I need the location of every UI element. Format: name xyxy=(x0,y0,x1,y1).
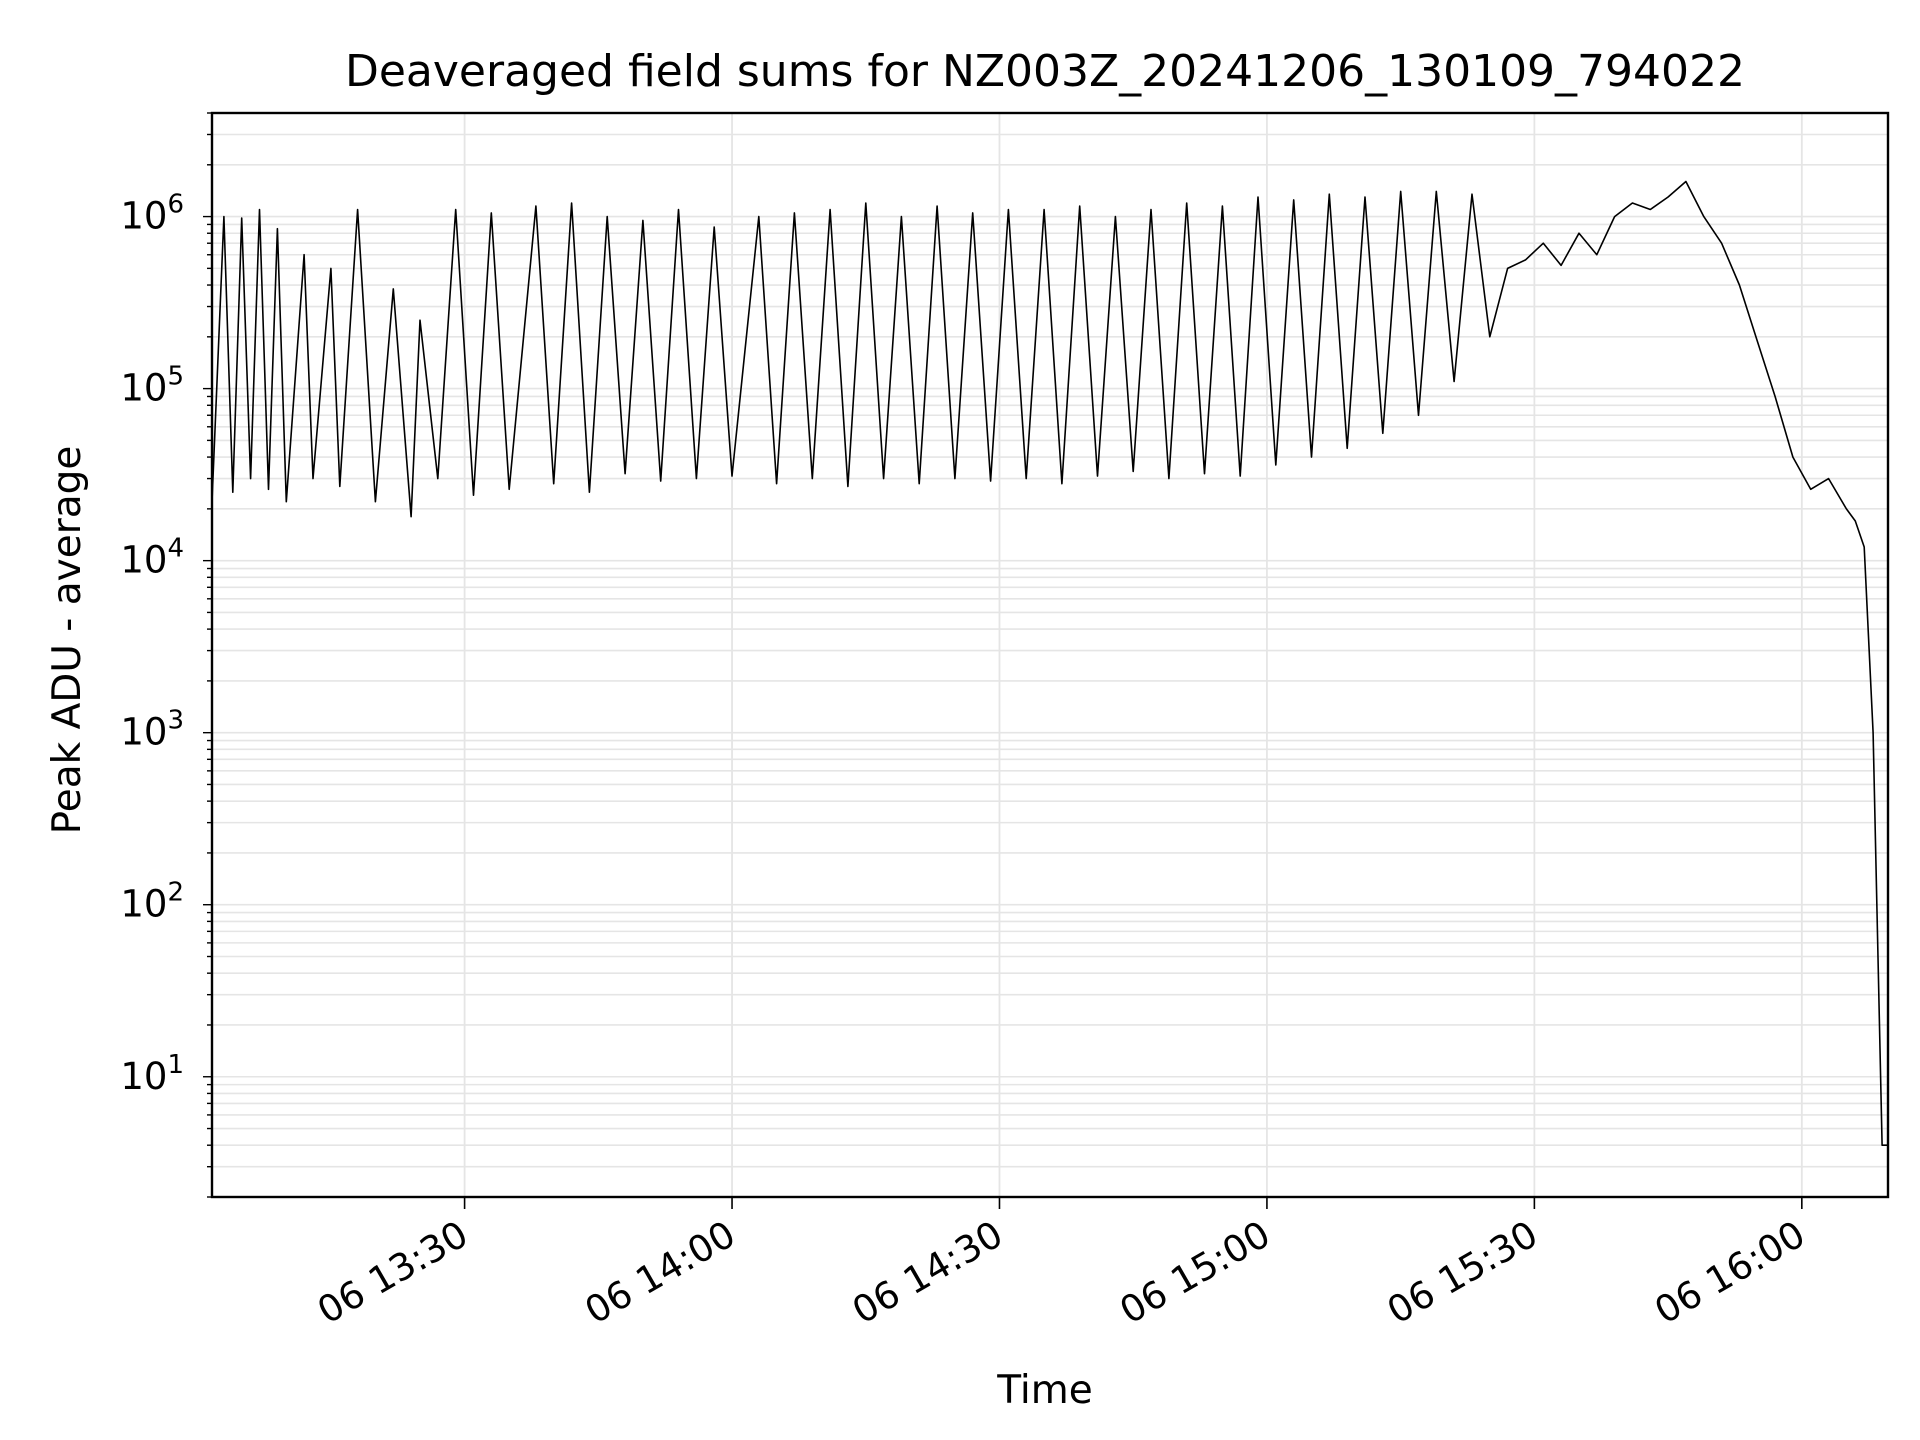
y-tick-label: 102 xyxy=(120,878,184,926)
y-tick-label: 105 xyxy=(120,362,184,410)
series-line xyxy=(211,180,1888,1146)
y-axis: 101 102 103 104 105 106 xyxy=(120,112,212,1198)
plot-frame xyxy=(210,111,1890,1199)
x-axis-label: Time xyxy=(996,1368,1092,1413)
chart-title: Deaveraged field sums for NZ003Z_2024120… xyxy=(345,46,1745,97)
y-axis-label: Peak ADU - average xyxy=(45,446,90,835)
y-tick-label: 106 xyxy=(120,190,184,238)
y-tick-label: 104 xyxy=(120,534,184,582)
y-tick-label: 103 xyxy=(120,706,184,754)
grid xyxy=(212,112,1888,1198)
y-tick-label: 101 xyxy=(120,1050,184,1098)
